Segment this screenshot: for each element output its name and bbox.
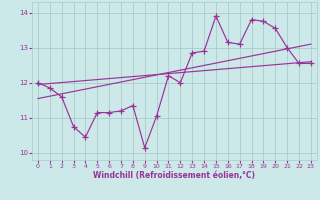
- X-axis label: Windchill (Refroidissement éolien,°C): Windchill (Refroidissement éolien,°C): [93, 171, 255, 180]
